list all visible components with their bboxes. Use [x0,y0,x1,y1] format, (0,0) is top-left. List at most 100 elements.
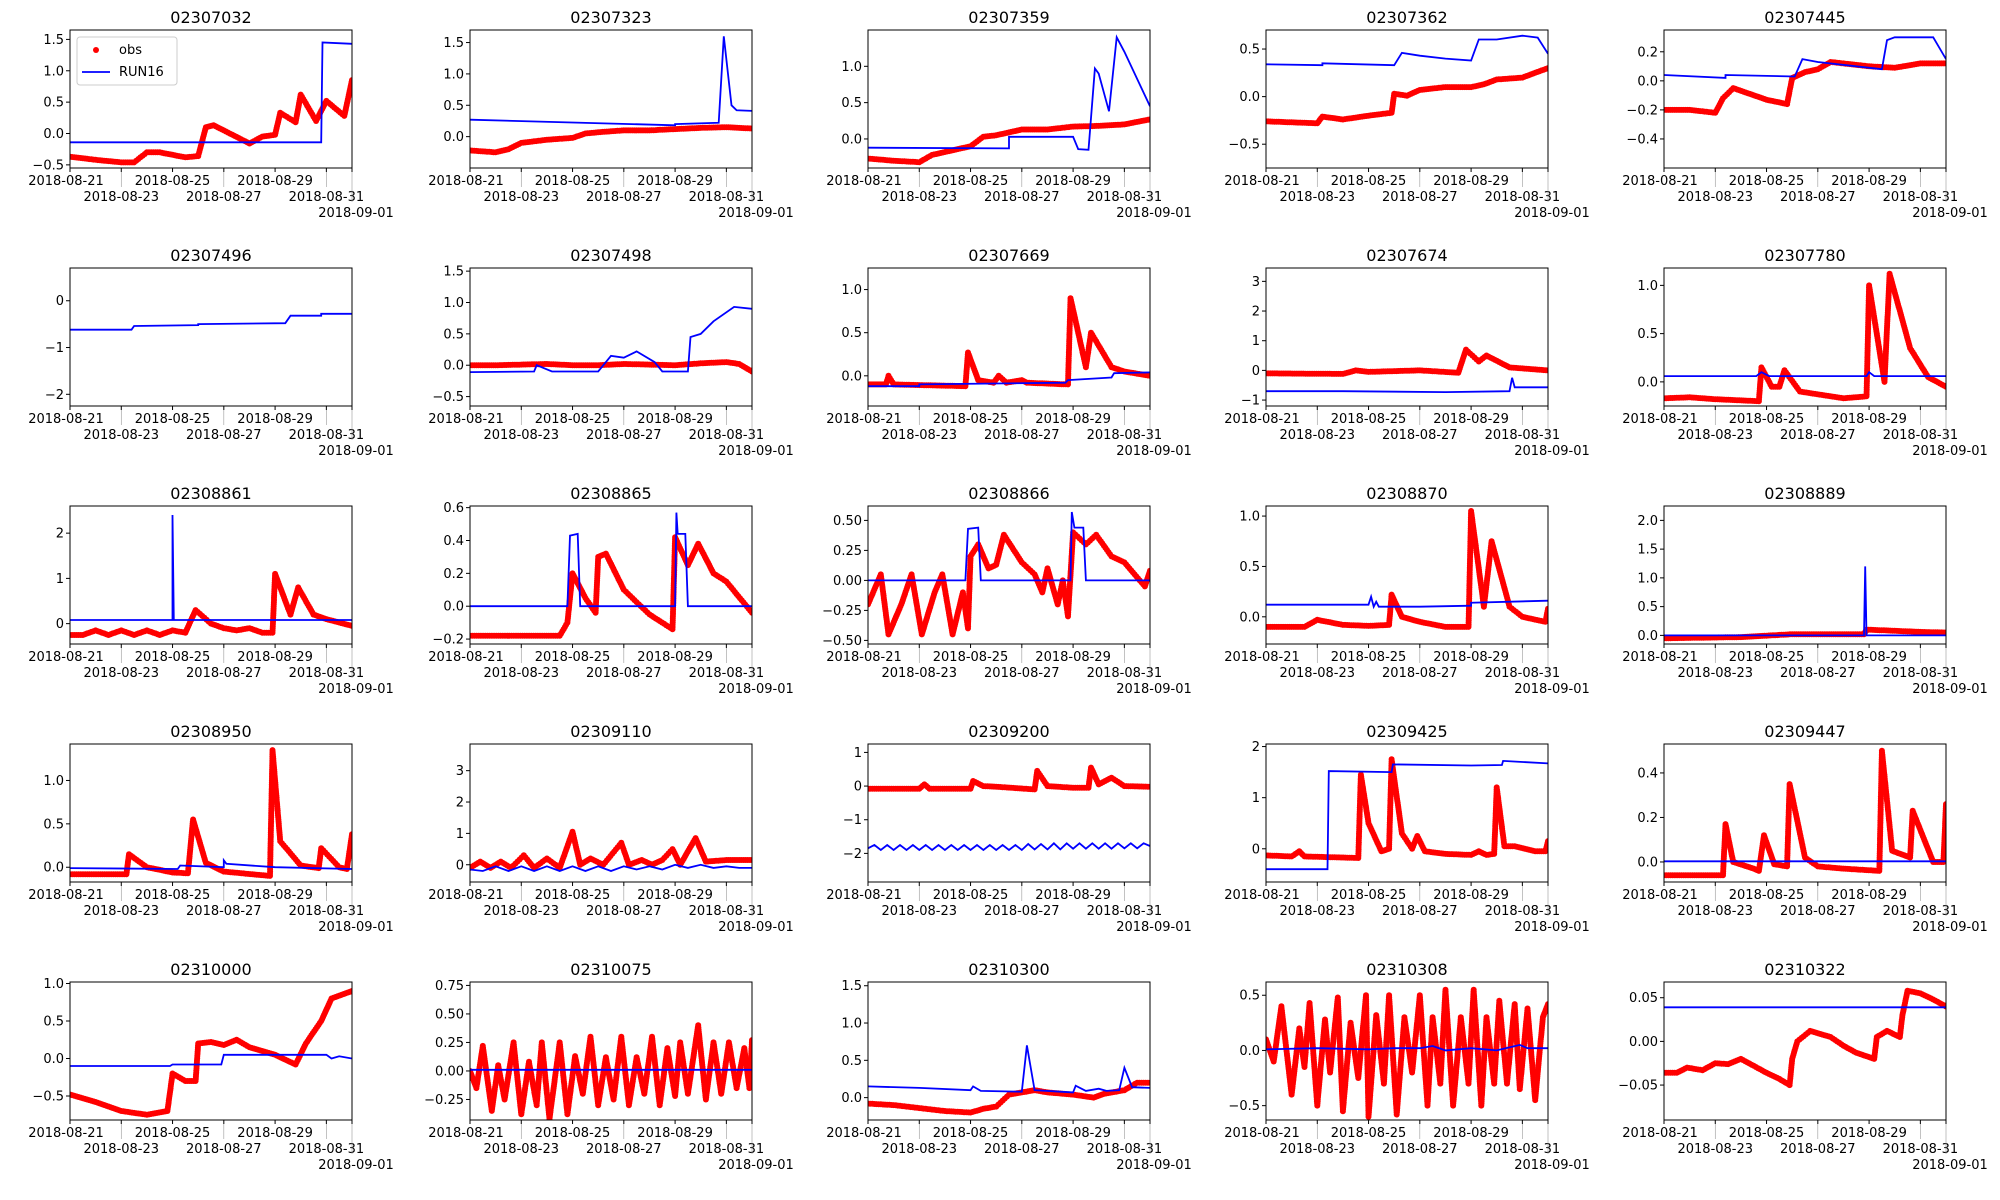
y-tick-label: 0.0 [1637,375,1658,390]
panel-02307496: 02307496−2−102018-08-212018-08-232018-08… [28,246,394,459]
x-tick-label: 2018-08-31 [289,666,365,681]
obs-series [1266,756,1548,861]
x-tick-label: 2018-09-01 [718,920,794,935]
y-tick-label: 0 [854,780,862,795]
x-tick-label: 2018-09-01 [318,920,394,935]
obs-point [749,609,752,616]
y-tick-label: 0 [1252,842,1260,857]
x-tick-label: 2018-08-21 [1622,174,1698,189]
x-tick-label: 2018-08-23 [1677,666,1753,681]
y-tick-label: 0.5 [841,96,862,111]
panel-02309110: 0230911001232018-08-212018-08-232018-08-… [428,722,794,935]
x-tick-label: 2018-08-25 [1331,888,1407,903]
x-tick-label: 2018-09-01 [1514,444,1590,459]
y-tick-label: 0.0 [841,369,862,384]
y-tick-label: 1.5 [1637,543,1658,558]
x-tick-label: 2018-08-23 [1279,190,1355,205]
y-tick-label: −0.5 [432,390,464,405]
x-tick-label: 2018-08-27 [1780,904,1856,919]
x-tick-label: 2018-08-29 [1433,174,1509,189]
x-tick-label: 2018-09-01 [1912,444,1988,459]
x-tick-label: 2018-08-23 [881,190,957,205]
y-tick-label: 2.0 [1637,514,1658,529]
obs-series [868,529,1150,638]
x-tick-label: 2018-08-21 [1224,650,1300,665]
axes-frame [1265,743,1549,883]
x-tick-label: 2018-08-29 [637,412,713,427]
axes-frame [69,505,353,645]
sim-line [470,305,752,373]
x-tick-label: 2018-08-31 [1087,428,1163,443]
y-tick-label: 0.5 [443,327,464,342]
y-tick-label: −2 [843,847,862,862]
x-tick-label: 2018-08-29 [637,650,713,665]
axes-frame [469,267,753,407]
x-tick-label: 2018-08-25 [1331,412,1407,427]
obs-point [1147,567,1150,574]
obs-point [1943,629,1946,636]
x-tick-label: 2018-08-21 [826,888,902,903]
x-tick-label: 2018-08-27 [1382,428,1458,443]
x-tick-label: 2018-08-21 [1224,412,1300,427]
obs-point [1545,367,1548,374]
legend-obs-label: obs [119,43,142,58]
y-tick-label: 0.5 [443,99,464,114]
obs-series [470,828,752,871]
sim-line [70,312,352,331]
panel-02309200: 02309200−2−1012018-08-212018-08-232018-0… [826,722,1192,935]
panel-title: 02310000 [170,960,251,979]
x-tick-label: 2018-08-31 [1883,428,1959,443]
panel-title: 02309200 [968,722,1049,741]
x-tick-label: 2018-09-01 [1514,920,1590,935]
obs-series [470,534,752,639]
panel-title: 02307032 [170,8,251,27]
x-tick-label: 2018-09-01 [318,206,394,221]
axes-frame [867,743,1151,883]
x-tick-label: 2018-08-27 [186,666,262,681]
sim-line [70,857,352,870]
x-tick-label: 2018-08-27 [984,190,1060,205]
axes-frame [867,505,1151,645]
y-tick-label: −0.5 [32,158,64,173]
axes-frame [1663,743,1947,883]
panel-02307780: 023077800.00.51.02018-08-212018-08-23201… [1622,246,1988,459]
y-tick-label: 0.0 [443,130,464,145]
x-tick-label: 2018-08-29 [237,888,313,903]
x-tick-label: 2018-08-29 [1831,174,1907,189]
x-tick-label: 2018-08-31 [289,190,365,205]
x-tick-label: 2018-09-01 [318,444,394,459]
x-tick-label: 2018-08-23 [1677,428,1753,443]
x-tick-label: 2018-08-27 [1780,666,1856,681]
x-tick-label: 2018-08-25 [135,412,211,427]
x-tick-label: 2018-08-27 [186,190,262,205]
x-tick-label: 2018-08-21 [1622,650,1698,665]
y-tick-label: 2 [456,796,464,811]
x-tick-label: 2018-08-27 [586,190,662,205]
x-tick-label: 2018-09-01 [1116,920,1192,935]
axes-frame [69,29,353,169]
panel-02310000: 02310000−0.50.00.51.02018-08-212018-08-2… [28,960,394,1173]
sim-line [470,512,752,608]
panel-title: 02308889 [1764,484,1845,503]
x-tick-label: 2018-08-21 [428,888,504,903]
obs-point [749,125,752,132]
sim-line [1664,370,1946,378]
x-tick-label: 2018-08-25 [1729,174,1805,189]
panel-title: 02308865 [570,484,651,503]
y-tick-label: 0.4 [443,534,464,549]
obs-series [868,116,1150,166]
x-tick-label: 2018-09-01 [718,444,794,459]
y-tick-label: 0.0 [43,127,64,142]
y-tick-label: −0.4 [1626,132,1658,147]
x-tick-label: 2018-08-29 [1433,650,1509,665]
axes-frame [69,743,353,883]
obs-point [1545,65,1548,72]
panel-title: 02307498 [570,246,651,265]
x-tick-label: 2018-08-25 [1729,412,1805,427]
y-tick-label: 3 [1252,275,1260,290]
panel-02307669: 023076690.00.51.02018-08-212018-08-23201… [826,246,1192,459]
x-tick-label: 2018-08-29 [1831,412,1907,427]
y-tick-label: 0.0 [443,600,464,615]
axes-frame [867,29,1151,169]
sim-line [868,511,1150,582]
